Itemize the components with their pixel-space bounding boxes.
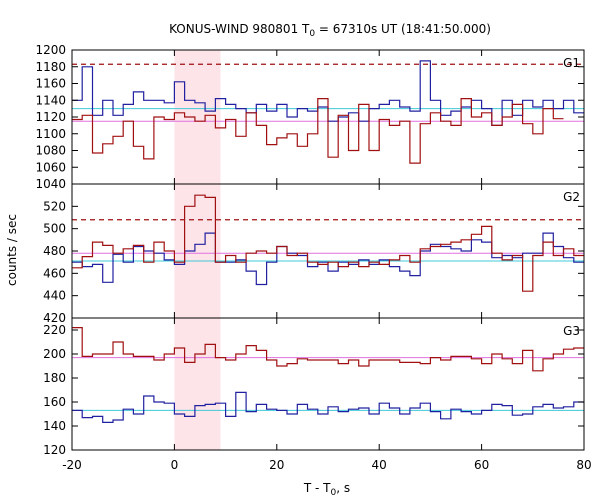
y-tick-label: 520 (43, 199, 66, 213)
y-tick-label: 220 (43, 323, 66, 337)
y-tick-label: 180 (43, 371, 66, 385)
x-tick-label: 80 (576, 458, 591, 472)
panel-g1: 1040 1060 1080 1100 1120 1140 1160 1180 1200 G1 (35, 43, 585, 191)
series-low-energy (72, 232, 584, 286)
y-tick-label: 1180 (35, 60, 66, 74)
x-tick-label: -20 (62, 458, 82, 472)
panel-label: G1 (563, 56, 580, 70)
y-tick-label: 200 (43, 347, 66, 361)
panel-g2: 420 440 460 480 500 520 G2 (43, 183, 585, 325)
y-tick-label: 120 (43, 443, 66, 457)
y-tick-label: 1140 (35, 93, 66, 107)
series-high-energy (72, 194, 584, 292)
y-tick-label: 1080 (35, 144, 66, 158)
y-tick-label: 460 (43, 266, 66, 280)
x-tick-label: 0 (171, 458, 179, 472)
x-tick-label: 40 (372, 458, 387, 472)
x-tick-label: 60 (474, 458, 489, 472)
x-tick-label: 20 (269, 458, 284, 472)
highlight-band (174, 50, 221, 184)
y-tick-label: 1040 (35, 177, 66, 191)
y-tick-label: 1120 (35, 110, 66, 124)
y-tick-label: 1160 (35, 77, 66, 91)
y-tick-label: 420 (43, 311, 66, 325)
y-tick-label: 500 (43, 222, 66, 236)
y-tick-label: 1200 (35, 43, 66, 57)
y-tick-label: 1060 (35, 160, 66, 174)
y-tick-label: 140 (43, 419, 66, 433)
panel-label: G3 (563, 324, 580, 338)
panel-frame (71, 317, 585, 451)
y-tick-label: 160 (43, 395, 66, 409)
highlight-band (174, 318, 221, 450)
x-axis-label: T - T0, s (303, 481, 350, 498)
y-tick-label: 480 (43, 244, 66, 258)
chart-title: KONUS-WIND 980801 T0 = 67310s UT (18:41:… (169, 22, 491, 39)
y-tick-label: 1100 (35, 127, 66, 141)
series-low-energy (72, 391, 584, 423)
series-high-energy (72, 98, 564, 164)
y-axis-label: counts / sec (5, 214, 19, 286)
plot-panels: 1040 1060 1080 1100 1120 1140 1160 1180 1200 G1 42… (35, 43, 585, 457)
panel-label: G2 (563, 190, 580, 204)
panel-g3: 120 140 160 180 200 220 G3 (43, 317, 585, 457)
x-axis: -20 0 20 40 60 80 (62, 458, 591, 472)
y-tick-label: 440 (43, 289, 66, 303)
highlight-band (174, 184, 221, 318)
series-high-energy (72, 327, 584, 372)
